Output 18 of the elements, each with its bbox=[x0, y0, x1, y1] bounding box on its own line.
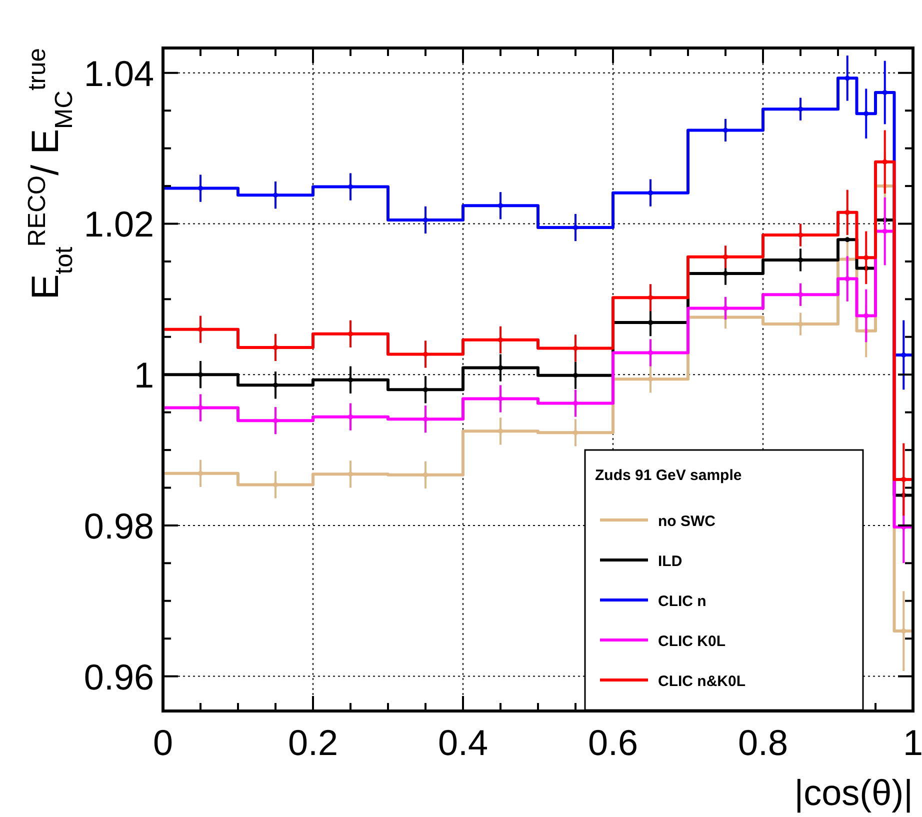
y-tick-label: 0.98 bbox=[84, 505, 154, 546]
legend-label: no SWC bbox=[658, 513, 716, 530]
legend-title: Zuds 91 GeV sample bbox=[595, 467, 742, 484]
y-tick-label: 0.96 bbox=[84, 656, 154, 698]
x-tick-label: 0.4 bbox=[438, 722, 488, 763]
x-tick-label: 0.8 bbox=[738, 722, 788, 763]
y-tick-label: 1 bbox=[134, 354, 154, 396]
x-tick-label: 0 bbox=[152, 722, 174, 763]
legend-label: CLIC K0L bbox=[658, 633, 726, 650]
y-tick-label: 1.02 bbox=[84, 204, 154, 245]
x-tick-label: 0.6 bbox=[588, 722, 638, 763]
x-axis-title: |cos(θ)| bbox=[794, 772, 913, 813]
y-tick-label: 1.04 bbox=[84, 52, 154, 94]
legend-label: CLIC n bbox=[658, 593, 706, 610]
legend-label: CLIC n&K0L bbox=[658, 673, 746, 690]
legend-label: ILD bbox=[658, 553, 682, 570]
x-tick-label: 0.2 bbox=[288, 722, 338, 763]
x-tick-label: 1 bbox=[902, 722, 922, 763]
